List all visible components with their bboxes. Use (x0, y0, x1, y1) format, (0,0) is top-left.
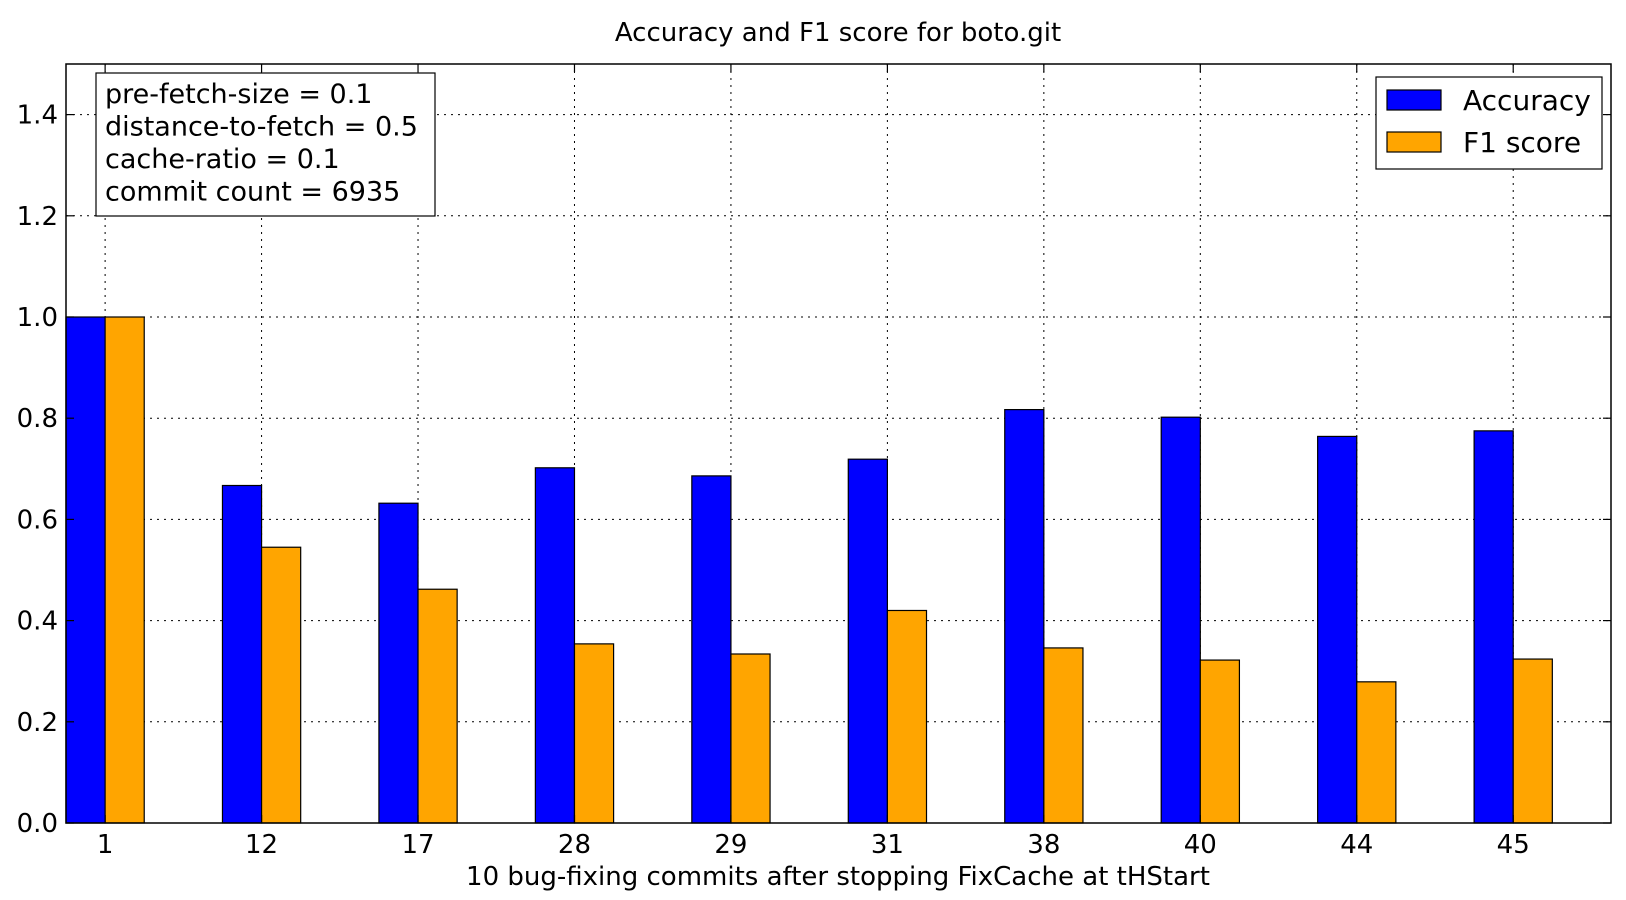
x-tick-label: 12 (245, 830, 278, 860)
y-tick-label: 1.0 (17, 303, 58, 333)
x-tick-label: 45 (1497, 830, 1530, 860)
bar-f1-score-29 (730, 653, 771, 824)
bar-accuracy-1 (65, 316, 106, 824)
y-tick-label: 0.2 (17, 708, 58, 738)
annotation-frame (95, 72, 436, 217)
bar-f1-score-17 (417, 588, 458, 824)
x-tick-label: 28 (558, 830, 591, 860)
plot-frame (65, 63, 1612, 824)
bar-f1-score-40 (1199, 659, 1241, 824)
y-tick-label: 0.8 (17, 404, 58, 434)
legend-swatch-accuracy (1386, 89, 1442, 111)
bar-f1-score-12 (260, 546, 302, 824)
annotation-line: cache-ratio = 0.1 (105, 144, 340, 175)
y-tick-label: 0.0 (17, 809, 58, 839)
bars (65, 316, 1553, 824)
x-axis-label: 10 bug-fixing commits after stopping Fix… (466, 862, 1210, 892)
legend: Accuracy F1 score (1375, 76, 1603, 170)
y-tick-label: 0.6 (17, 505, 58, 535)
chart-title: Accuracy and F1 score for boto.git (615, 18, 1061, 48)
annotation-line: distance-to-fetch = 0.5 (105, 112, 418, 143)
bar-accuracy-31 (847, 458, 888, 824)
y-tick-label: 1.2 (17, 202, 58, 232)
y-tick-label: 0.4 (17, 607, 58, 637)
x-tick-label: 29 (714, 830, 747, 860)
legend-label: Accuracy (1463, 84, 1591, 117)
annotation-line: commit count = 6935 (105, 177, 400, 208)
bar-f1-score-31 (886, 609, 928, 824)
x-tick-label: 1 (97, 830, 114, 860)
bar-accuracy-28 (534, 467, 576, 824)
bar-f1-score-44 (1356, 681, 1397, 824)
bar-accuracy-40 (1160, 416, 1201, 824)
bar-accuracy-17 (378, 502, 419, 824)
bar-f1-score-38 (1043, 647, 1084, 824)
legend-swatch-f1-score (1386, 131, 1442, 153)
bar-accuracy-12 (221, 484, 263, 824)
bar-accuracy-45 (1473, 430, 1514, 824)
y-tick-label: 1.4 (17, 101, 58, 131)
bar-f1-score-28 (573, 643, 615, 824)
axis-ticks: 0.0 0.2 0.4 0.6 0.8 1.0 1.2 1.4 1 12 17 28 29 31 38 40 4… (17, 64, 1611, 860)
x-tick-label: 40 (1184, 830, 1217, 860)
x-tick-label: 38 (1027, 830, 1060, 860)
x-tick-label: 44 (1340, 830, 1373, 860)
bar-f1-score-45 (1512, 658, 1553, 824)
bar-accuracy-44 (1317, 435, 1358, 824)
legend-label: F1 score (1463, 126, 1581, 159)
bar-accuracy-38 (1004, 408, 1045, 824)
bar-f1-score-1 (104, 316, 145, 824)
annotation-line: pre-fetch-size = 0.1 (105, 79, 372, 110)
x-tick-label: 31 (871, 830, 904, 860)
x-tick-label: 17 (401, 830, 434, 860)
bar-accuracy-29 (691, 475, 732, 824)
